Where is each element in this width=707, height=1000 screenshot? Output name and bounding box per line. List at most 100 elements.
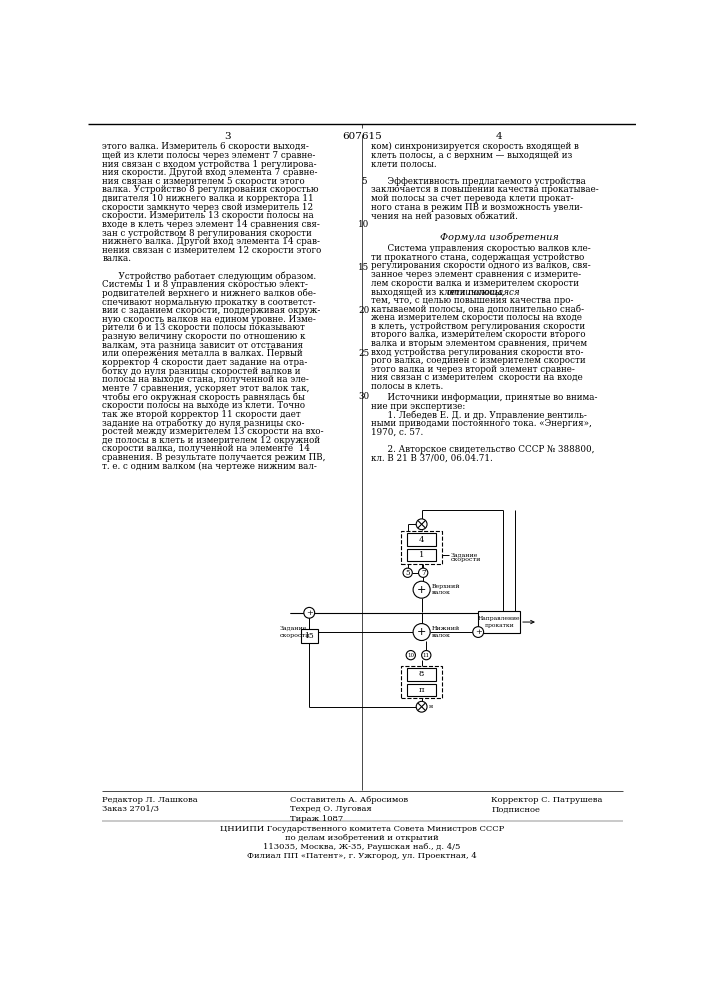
Text: валкам, эта разница зависит от отставания: валкам, эта разница зависит от отставани… xyxy=(103,341,303,350)
Bar xyxy=(402,531,442,564)
Text: клеть полосы, а с верхним — выходящей из: клеть полосы, а с верхним — выходящей из xyxy=(371,151,573,160)
Text: 5: 5 xyxy=(405,569,410,577)
Text: Составитель А. Абросимов: Составитель А. Абросимов xyxy=(290,796,408,804)
Text: скорости: скорости xyxy=(450,557,481,562)
Circle shape xyxy=(473,627,484,637)
Text: Задание: Задание xyxy=(280,626,307,631)
Text: +: + xyxy=(417,585,426,595)
Bar xyxy=(407,668,436,681)
Text: Тираж 1087: Тираж 1087 xyxy=(290,815,343,823)
Text: 1. Лебедев Е. Д. и др. Управление вентиль-: 1. Лебедев Е. Д. и др. Управление вентил… xyxy=(371,411,587,420)
Text: регулирования скорости одного из валков, свя-: регулирования скорости одного из валков,… xyxy=(371,261,591,270)
Text: Техред О. Луговая: Техред О. Луговая xyxy=(290,805,371,813)
Text: Направление: Направление xyxy=(478,616,520,621)
Text: в клеть, устройством регулирования скорости: в клеть, устройством регулирования скоро… xyxy=(371,322,585,331)
Text: мой полосы за счет перевода клети прокат-: мой полосы за счет перевода клети прокат… xyxy=(371,194,574,203)
Text: этого валка. Измеритель 6 скорости выходя-: этого валка. Измеритель 6 скорости выход… xyxy=(103,142,309,151)
Text: ЦНИИПИ Государственного комитета Совета Министров СССР: ЦНИИПИ Государственного комитета Совета … xyxy=(220,825,504,833)
Text: ния связан с измерителем 5 скорости этого: ния связан с измерителем 5 скорости этог… xyxy=(103,177,305,186)
Text: 7: 7 xyxy=(421,569,426,577)
Circle shape xyxy=(413,581,430,598)
Text: корректор 4 скорости дает задание на отра-: корректор 4 скорости дает задание на отр… xyxy=(103,358,308,367)
Text: Верхний: Верхний xyxy=(432,584,460,589)
Text: 10: 10 xyxy=(358,220,369,229)
Text: Устройство работает следующим образом.: Устройство работает следующим образом. xyxy=(103,272,317,281)
Text: вход устройства регулирования скорости вто-: вход устройства регулирования скорости в… xyxy=(371,348,584,357)
Text: родвигателей верхнего и нижнего валков обе-: родвигателей верхнего и нижнего валков о… xyxy=(103,289,316,298)
Text: 10: 10 xyxy=(407,653,414,658)
Circle shape xyxy=(416,519,427,530)
Text: 5: 5 xyxy=(361,177,366,186)
Text: полосы на выходе стана, полученной на эле-: полосы на выходе стана, полученной на эл… xyxy=(103,375,309,384)
Text: чения на ней разовых обжатий.: чения на ней разовых обжатий. xyxy=(371,211,518,221)
Text: 25: 25 xyxy=(358,349,369,358)
Text: скорости: скорости xyxy=(280,633,310,638)
Text: скорости замкнуто через свой измеритель 12: скорости замкнуто через свой измеритель … xyxy=(103,203,313,212)
Text: Эффективность предлагаемого устройства: Эффективность предлагаемого устройства xyxy=(371,177,586,186)
Text: валка и вторым элементом сравнения, причем: валка и вторым элементом сравнения, прич… xyxy=(371,339,588,348)
Text: ния связан с входом устройства 1 регулирова-: ния связан с входом устройства 1 регулир… xyxy=(103,160,317,169)
Text: 3: 3 xyxy=(225,132,231,141)
Text: ными приводами постоянного тока. «Энергия»,: ными приводами постоянного тока. «Энерги… xyxy=(371,419,592,428)
Text: клети полосы.: клети полосы. xyxy=(371,160,437,169)
Text: Заказ 2701/3: Заказ 2701/3 xyxy=(103,805,159,813)
Text: 2. Авторское свидетельство СССР № 388800,: 2. Авторское свидетельство СССР № 388800… xyxy=(371,445,595,454)
Text: валок: валок xyxy=(432,590,450,595)
Circle shape xyxy=(304,607,315,618)
Text: ного стана в режим ПВ и возможность увели-: ного стана в режим ПВ и возможность увел… xyxy=(371,203,583,212)
Circle shape xyxy=(403,568,412,577)
Text: Корректор С. Патрушева: Корректор С. Патрушева xyxy=(491,796,603,804)
Text: 15: 15 xyxy=(358,263,369,272)
Text: щей из клети полосы через элемент 7 сравне-: щей из клети полосы через элемент 7 срав… xyxy=(103,151,316,160)
Circle shape xyxy=(421,651,431,660)
Text: +: + xyxy=(475,628,481,636)
Text: Источники информации, принятые во внима-: Источники информации, принятые во внима- xyxy=(371,393,597,402)
Text: 1: 1 xyxy=(419,551,424,559)
Circle shape xyxy=(416,701,427,712)
Text: валка. Устройство 8 регулирования скоростью: валка. Устройство 8 регулирования скорос… xyxy=(103,185,319,194)
Bar xyxy=(300,629,317,643)
Text: скорости полосы на выходе из клети. Точно: скорости полосы на выходе из клети. Точн… xyxy=(103,401,305,410)
Text: п: п xyxy=(419,686,424,694)
Text: занное через элемент сравнения с измерите-: занное через элемент сравнения с измерит… xyxy=(371,270,581,279)
Text: 30: 30 xyxy=(358,392,369,401)
Text: Нижний: Нижний xyxy=(432,626,460,631)
Text: т. е. с одним валком (на чертеже нижним вал-: т. е. с одним валком (на чертеже нижним … xyxy=(103,461,317,471)
Circle shape xyxy=(419,568,428,577)
Text: нения связан с измерителем 12 скорости этого: нения связан с измерителем 12 скорости э… xyxy=(103,246,322,255)
Text: Задание: Задание xyxy=(450,553,478,558)
Text: ботку до нуля разницы скоростей валков и: ботку до нуля разницы скоростей валков и xyxy=(103,367,300,376)
Bar xyxy=(407,684,436,696)
Text: Система управления скоростью валков кле-: Система управления скоростью валков кле- xyxy=(371,244,591,253)
Text: скорости. Измеритель 13 скорости полосы на: скорости. Измеритель 13 скорости полосы … xyxy=(103,211,314,220)
Text: валок: валок xyxy=(432,633,450,638)
Text: второго валка, измерителем скорости второго: второго валка, измерителем скорости втор… xyxy=(371,330,586,339)
Bar xyxy=(407,533,436,546)
Text: скорости валка, полученной на элементе  14: скорости валка, полученной на элементе 1… xyxy=(103,444,310,453)
Text: нижнего валка. Другой вход элемента 14 срав-: нижнего валка. Другой вход элемента 14 с… xyxy=(103,237,320,246)
Text: +: + xyxy=(417,627,426,637)
Text: катываемой полосы, она дополнительно снаб-: катываемой полосы, она дополнительно сна… xyxy=(371,304,585,313)
Text: этого валка и через второй элемент сравне-: этого валка и через второй элемент сравн… xyxy=(371,365,575,374)
Text: заключается в повышении качества прокатывае-: заключается в повышении качества прокаты… xyxy=(371,185,599,194)
Text: 4: 4 xyxy=(419,536,424,544)
Text: Редактор Л. Лашкова: Редактор Л. Лашкова xyxy=(103,796,198,804)
Text: ти прокатного стана, содержащая устройство: ти прокатного стана, содержащая устройст… xyxy=(371,253,585,262)
Text: Филиал ПП «Патент», г. Ужгород, ул. Проектная, 4: Филиал ПП «Патент», г. Ужгород, ул. Прое… xyxy=(247,852,477,860)
Text: ние при экспертизе:: ние при экспертизе: xyxy=(371,402,466,411)
Text: 8: 8 xyxy=(419,670,424,678)
Text: задание на отработку до нуля разницы ско-: задание на отработку до нуля разницы ско… xyxy=(103,418,305,428)
Text: 20: 20 xyxy=(358,306,369,315)
Circle shape xyxy=(406,651,416,660)
Text: зан с устройством 8 регулирования скорости: зан с устройством 8 регулирования скорос… xyxy=(103,229,312,238)
Text: чтобы его окружная скорость равнялась бы: чтобы его окружная скорость равнялась бы xyxy=(103,392,305,402)
Text: полосы в клеть.: полосы в клеть. xyxy=(371,382,443,391)
Text: 607615: 607615 xyxy=(342,132,382,141)
Circle shape xyxy=(413,624,430,641)
Text: +: + xyxy=(306,609,312,617)
Text: двигателя 10 нижнего валка и корректора 11: двигателя 10 нижнего валка и корректора … xyxy=(103,194,314,203)
Text: ную скорость валков на едином уровне. Изме-: ную скорость валков на едином уровне. Из… xyxy=(103,315,316,324)
Text: сравнения. В результате получается режим ПВ,: сравнения. В результате получается режим… xyxy=(103,453,326,462)
Text: выходящей из клети полосы,: выходящей из клети полосы, xyxy=(371,287,508,296)
Text: ния связан с измерителем  скорости на входе: ния связан с измерителем скорости на вхо… xyxy=(371,373,583,382)
